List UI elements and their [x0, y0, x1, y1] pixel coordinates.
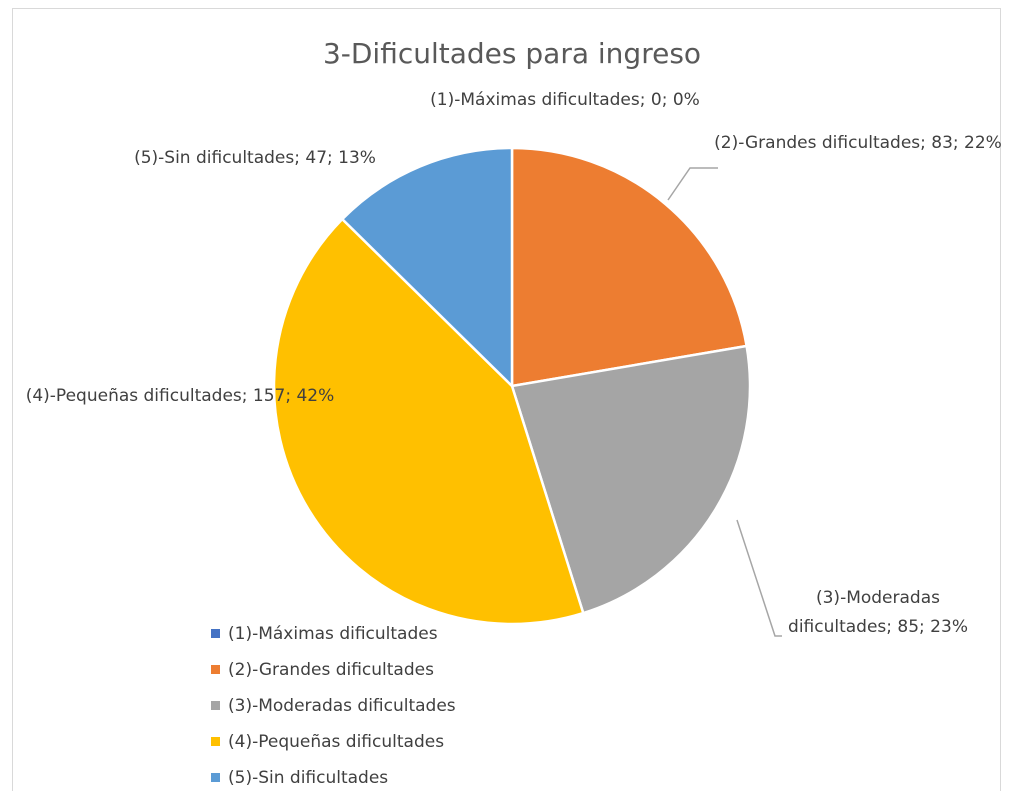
legend-swatch	[211, 737, 220, 746]
legend-swatch	[211, 629, 220, 638]
legend-swatch	[211, 773, 220, 782]
legend-swatch	[211, 665, 220, 674]
pie-slice	[510, 146, 749, 388]
legend-label: (2)-Grandes dificultades	[228, 660, 434, 680]
leader-line	[667, 167, 718, 201]
data-label: (1)-Máximas dificultades; 0; 0%	[430, 90, 700, 110]
legend-label: (3)-Moderadas dificultades	[228, 696, 456, 716]
legend-label: (1)-Máximas dificultades	[228, 624, 438, 644]
legend-swatch	[211, 701, 220, 710]
pie-slice	[272, 217, 585, 626]
chart-title: 3-Dificultades para ingreso	[323, 37, 701, 70]
data-label: (4)-Pequeñas dificultades; 157; 42%	[26, 386, 335, 406]
data-label: (3)-Moderadas dificultades; 85; 23%	[788, 588, 968, 637]
data-label: (5)-Sin dificultades; 47; 13%	[134, 148, 376, 168]
leader-line	[736, 519, 782, 637]
legend-label: (5)-Sin dificultades	[228, 768, 388, 788]
pie-slice	[340, 146, 514, 389]
chart-border	[12, 8, 1001, 791]
legend-label: (4)-Pequeñas dificultades	[228, 732, 444, 752]
pie-slice	[510, 344, 752, 615]
data-label: (2)-Grandes dificultades; 83; 22%	[714, 133, 1002, 153]
